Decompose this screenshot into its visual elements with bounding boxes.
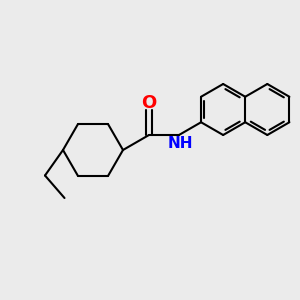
Text: NH: NH	[168, 136, 193, 151]
Text: O: O	[141, 94, 157, 112]
